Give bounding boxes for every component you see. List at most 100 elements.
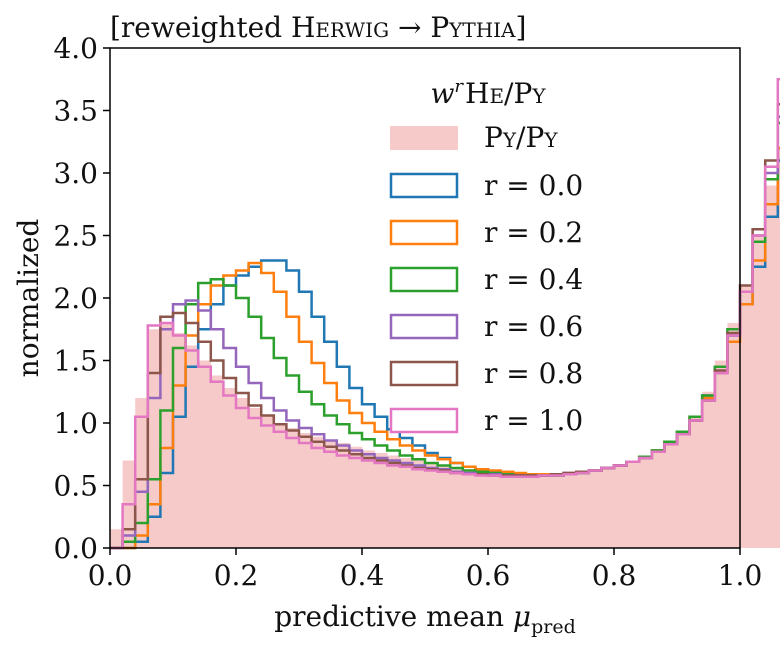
reference-bar: [349, 446, 363, 548]
y-tick-label: 4.0: [53, 32, 98, 65]
reference-bar: [551, 475, 564, 548]
reference-bar: [160, 323, 174, 548]
legend-title-w: w: [430, 77, 454, 110]
legend-swatch-r-0-8: [389, 360, 459, 387]
y-tick-label: 0.5: [53, 470, 98, 503]
reference-bar: [273, 423, 287, 548]
y-tick-label: 2.5: [53, 220, 98, 253]
reference-bar: [135, 398, 149, 548]
reference-bar: [651, 451, 665, 548]
reference-bar: [538, 475, 552, 548]
x-tick-label: 0.4: [340, 559, 385, 592]
reference-bar: [173, 333, 186, 548]
reference-bar: [462, 469, 476, 548]
reference-bar: [777, 148, 780, 548]
y-tick-label: 3.0: [53, 157, 98, 190]
reference-bar: [210, 375, 224, 548]
reference-bar: [198, 360, 212, 548]
legend-title-rest: He/Py: [465, 77, 546, 110]
reference-bar: [677, 433, 690, 548]
x-axis-label-main: predictive mean: [274, 600, 513, 633]
legend-label-r-1-0: r = 1.0: [484, 404, 583, 437]
reference-bar: [525, 475, 539, 548]
legend-label-r-0-0: r = 0.0: [484, 169, 583, 202]
y-axis-label: normalized: [12, 219, 45, 378]
reference-bar: [450, 468, 464, 548]
y-axis-ticks: 0.0 0.5 1.0 1.5 2.0 2.5 3.0 3.5 4.0: [53, 32, 110, 565]
reference-bar: [740, 285, 753, 548]
reference-bar: [223, 388, 237, 548]
reference-bar: [248, 408, 262, 548]
legend-label-r-0-6: r = 0.6: [484, 310, 583, 343]
chart-title: [reweighted Herwig → Pythia]: [110, 11, 526, 44]
x-axis-ticks: 0.0 0.2 0.4 0.6 0.8 1.0: [88, 548, 763, 592]
reference-bar: [727, 323, 741, 548]
reference-bar: [437, 465, 451, 548]
y-tick-label: 1.5: [53, 345, 98, 378]
x-tick-label: 0.0: [88, 559, 133, 592]
y-tick-label: 0.0: [53, 532, 98, 565]
reference-histogram: [110, 148, 780, 548]
title-gen-to: Pythia: [430, 11, 516, 44]
x-tick-label: 0.6: [466, 559, 511, 592]
reference-bar: [261, 415, 275, 548]
reference-bar: [500, 474, 514, 548]
reference-bar: [576, 473, 590, 548]
legend-swatch-r-0-2: [389, 219, 459, 246]
reference-bar: [311, 436, 325, 548]
series-step-lines: [110, 78, 780, 550]
x-tick-label: 1.0: [718, 559, 763, 592]
reference-bar: [336, 443, 350, 548]
reference-bar: [639, 458, 653, 548]
title-gen-from: Herwig: [291, 11, 389, 44]
legend: wrHe/Py Py/Py r = 0.0 r = 0.2 r = 0.4 r = 0…: [389, 76, 583, 437]
plot-area: [110, 78, 780, 550]
x-axis-label: predictive mean μpred: [274, 600, 576, 638]
y-tick-label: 1.0: [53, 407, 98, 440]
x-tick-label: 0.8: [592, 559, 637, 592]
reference-bar: [626, 463, 640, 548]
title-open: [reweighted: [110, 11, 291, 44]
reference-bar: [689, 416, 703, 548]
legend-swatch-reference: [390, 126, 458, 150]
legend-swatch-r-0-6: [389, 313, 459, 340]
y-tick-label: 3.5: [53, 95, 98, 128]
series-line-r-1-0: [110, 78, 780, 550]
reference-bar: [664, 444, 678, 548]
reference-bar: [714, 360, 728, 548]
reference-bar: [387, 455, 401, 548]
reference-bar: [147, 329, 161, 548]
reference-bar: [588, 471, 602, 548]
y-tick-label: 2.0: [53, 282, 98, 315]
reference-bar: [399, 458, 413, 548]
reference-bar: [425, 463, 438, 548]
x-tick-label: 0.2: [214, 559, 259, 592]
reference-bar: [601, 469, 615, 548]
legend-label-reference: Py/Py: [484, 121, 558, 154]
reference-bar: [702, 391, 716, 548]
reference-bar: [765, 185, 779, 548]
reference-bar: [752, 235, 766, 548]
reference-bar: [236, 398, 249, 548]
reference-bar: [563, 474, 577, 548]
reference-bar: [110, 529, 123, 548]
reference-bar: [412, 460, 426, 548]
reference-bar: [374, 453, 388, 548]
reference-bar: [362, 450, 375, 548]
legend-title: wrHe/Py: [430, 76, 546, 110]
legend-title-sup: r: [454, 76, 464, 97]
legend-swatch-r-0-0: [389, 172, 459, 199]
legend-label-r-0-2: r = 0.2: [484, 216, 583, 249]
legend-label-r-0-8: r = 0.8: [484, 357, 583, 390]
reference-bar: [185, 345, 199, 548]
title-arrow: →: [389, 11, 430, 44]
reference-bar: [614, 466, 627, 548]
series-line-r-0-4: [110, 121, 780, 550]
legend-swatch-r-1-0: [389, 407, 459, 434]
legend-label-r-0-4: r = 0.4: [484, 263, 583, 296]
title-close: ]: [516, 11, 527, 44]
reference-bar: [488, 473, 501, 548]
x-axis-label-symbol: μ: [513, 600, 531, 633]
reference-bar: [475, 471, 489, 548]
